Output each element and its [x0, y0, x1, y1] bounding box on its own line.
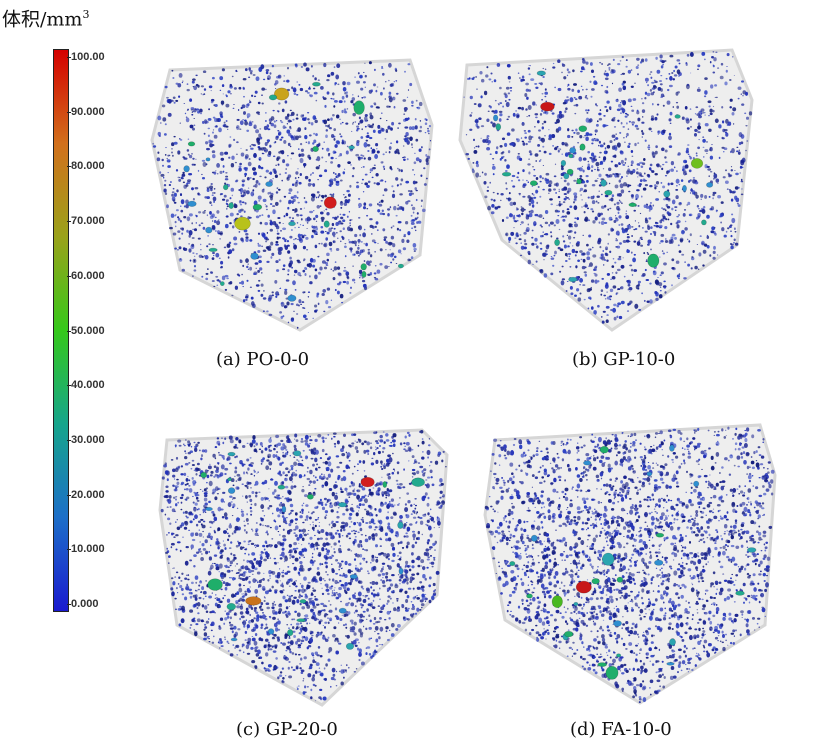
caption-b: (b) GP-10-0	[572, 349, 676, 370]
pore-cloud	[152, 61, 432, 329]
pore-cloud	[160, 429, 447, 702]
colorbar-tick-label: 70.000	[67, 215, 105, 228]
colorbar-tick-label: 20.000	[67, 488, 105, 501]
large-pores	[200, 450, 425, 650]
colorbar-tick-label: 50.000	[67, 324, 105, 337]
pore-3d-render-gp-20-0	[158, 428, 449, 707]
large-pores	[492, 70, 714, 283]
specimen-cube-outline	[158, 428, 449, 707]
specimen-panel-po-0-0	[140, 30, 450, 340]
specimen-panel-gp-10-0	[452, 30, 762, 340]
colorbar-tick-label: 40.000	[67, 379, 105, 392]
pore-3d-render-gp-10-0	[458, 48, 754, 332]
colorbar-tick-label: 80.000	[67, 160, 105, 173]
specimen-panel-fa-10-0	[475, 395, 785, 705]
colorbar-tick-label: 30.000	[67, 433, 105, 446]
colorbar-tick-label: 90.000	[67, 105, 105, 118]
colorbar-title: 体积/mm3	[2, 8, 90, 31]
caption-a: (a) PO-0-0	[216, 349, 310, 370]
pore-3d-render-po-0-0	[150, 58, 434, 332]
large-pores	[509, 444, 757, 680]
caption-c: (c) GP-20-0	[236, 719, 338, 740]
caption-d: (d) FA-10-0	[570, 719, 672, 740]
pore-cloud	[463, 51, 753, 324]
colorbar-tick-label: 60.000	[67, 269, 105, 282]
colorbar-tick-label: 10.000	[67, 543, 105, 556]
specimen-panel-gp-20-0	[152, 400, 462, 710]
colorbar-tick-label: 0.000	[67, 598, 99, 610]
specimen-cube-outline	[458, 48, 754, 332]
large-pores	[183, 81, 404, 302]
pore-3d-render-fa-10-0	[483, 423, 777, 705]
pore-cloud	[484, 426, 775, 704]
colorbar-tick-label: 100.00	[67, 51, 105, 63]
